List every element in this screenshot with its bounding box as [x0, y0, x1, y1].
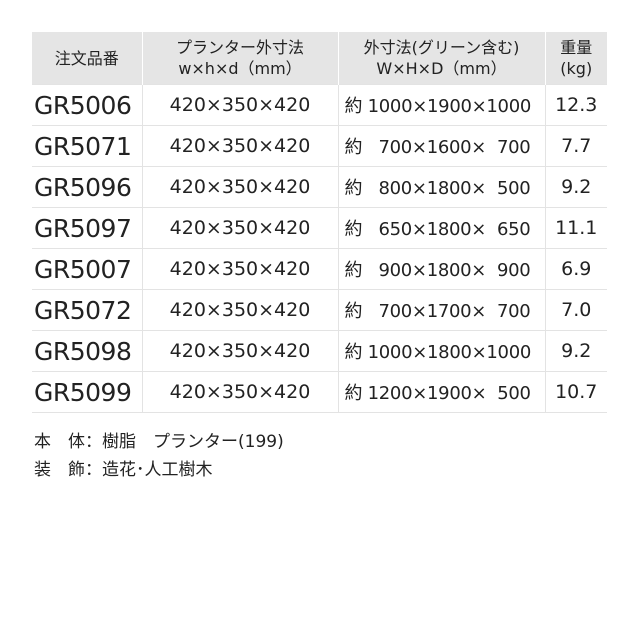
header-label: プランター外寸法: [175, 38, 304, 57]
cell-code: GR5099: [32, 371, 142, 413]
cell-planter-size: 420×350×420: [141, 84, 338, 126]
header-label: 注文品番: [54, 48, 119, 68]
cell-overall-size: 約 1000×1900×1000: [337, 84, 545, 126]
table-row: GR5097 420×350×420 約 650×1800× 650 11.1: [32, 207, 607, 249]
cell-weight: 7.7: [544, 125, 607, 167]
cell-planter-size: 420×350×420: [141, 207, 338, 249]
header-planter-size: プランター外寸法 w×h×d（mm）: [141, 32, 338, 85]
cell-overall-size: 約 650×1800× 650: [337, 207, 545, 249]
cell-overall-size: 約 1000×1800×1000: [337, 330, 545, 372]
table-row: GR5007 420×350×420 約 900×1800× 900 6.9: [32, 248, 607, 290]
note-body-material: 本 体：樹脂 プランター(199): [34, 432, 284, 452]
cell-weight: 7.0: [544, 289, 607, 331]
cell-code: GR5098: [32, 330, 142, 372]
cell-overall-size: 約 900×1800× 900: [337, 248, 545, 290]
cell-code: GR5006: [32, 84, 142, 126]
table-row: GR5099 420×350×420 約 1200×1900× 500 10.7: [32, 371, 607, 413]
cell-planter-size: 420×350×420: [141, 166, 338, 208]
cell-weight: 6.9: [544, 248, 607, 290]
table-row: GR5006 420×350×420 約 1000×1900×1000 12.3: [32, 84, 607, 126]
cell-overall-size: 約 1200×1900× 500: [337, 371, 545, 413]
cell-planter-size: 420×350×420: [141, 371, 338, 413]
table-row: GR5098 420×350×420 約 1000×1800×1000 9.2: [32, 330, 607, 372]
header-label: 外寸法(グリーン含む): [363, 38, 520, 57]
cell-overall-size: 約 800×1800× 500: [337, 166, 545, 208]
notes: 本 体：樹脂 プランター(199) 装 飾：造花･人工樹木: [34, 428, 284, 484]
cell-overall-size: 約 700×1700× 700: [337, 289, 545, 331]
cell-planter-size: 420×350×420: [141, 289, 338, 331]
cell-weight: 9.2: [544, 330, 607, 372]
spec-table: 注文品番 プランター外寸法 w×h×d（mm） 外寸法(グリーン含む) W×H×D（…: [32, 32, 607, 413]
cell-weight: 11.1: [544, 207, 607, 249]
header-row: 注文品番 プランター外寸法 w×h×d（mm） 外寸法(グリーン含む) W×H×D（…: [32, 32, 607, 85]
header-label: 重量: [560, 38, 593, 57]
header-unit: w×h×d（mm）: [178, 59, 302, 78]
cell-weight: 10.7: [544, 371, 607, 413]
cell-code: GR5071: [32, 125, 142, 167]
cell-weight: 12.3: [544, 84, 607, 126]
table-row: GR5096 420×350×420 約 800×1800× 500 9.2: [32, 166, 607, 208]
header-weight: 重量 (kg): [544, 32, 607, 85]
note-decoration: 装 飾：造花･人工樹木: [34, 460, 213, 480]
table-row: GR5071 420×350×420 約 700×1600× 700 7.7: [32, 125, 607, 167]
cell-planter-size: 420×350×420: [141, 330, 338, 372]
table-row: GR5072 420×350×420 約 700×1700× 700 7.0: [32, 289, 607, 331]
header-unit: (kg): [560, 59, 593, 78]
cell-planter-size: 420×350×420: [141, 125, 338, 167]
cell-weight: 9.2: [544, 166, 607, 208]
header-overall-size: 外寸法(グリーン含む) W×H×D（mm）: [337, 32, 545, 85]
cell-code: GR5097: [32, 207, 142, 249]
cell-planter-size: 420×350×420: [141, 248, 338, 290]
header-unit: W×H×D（mm）: [376, 59, 507, 78]
cell-code: GR5007: [32, 248, 142, 290]
cell-overall-size: 約 700×1600× 700: [337, 125, 545, 167]
header-code: 注文品番: [32, 32, 142, 85]
cell-code: GR5096: [32, 166, 142, 208]
cell-code: GR5072: [32, 289, 142, 331]
